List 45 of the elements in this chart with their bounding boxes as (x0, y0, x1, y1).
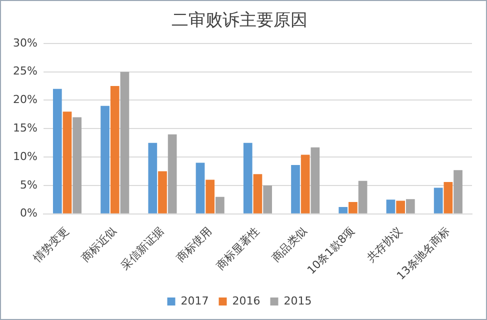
bar (100, 106, 110, 214)
x-tick-label: 商标显著性 (214, 224, 262, 273)
bar (168, 134, 177, 214)
x-tick-label: 情势变更 (30, 224, 72, 266)
bar (253, 174, 262, 214)
bar (396, 200, 406, 214)
bar (243, 142, 252, 214)
bar (52, 88, 62, 214)
x-tick-label: 采信新证据 (118, 224, 167, 273)
bar (386, 200, 396, 214)
bar (338, 207, 348, 214)
y-tick-label: 30% (12, 36, 38, 50)
bar (291, 165, 300, 214)
bar (120, 72, 130, 214)
bar (358, 180, 368, 214)
x-tick-label: 商标使用 (174, 224, 214, 265)
bar (263, 185, 272, 214)
x-tick-label: 共存协议 (364, 224, 405, 265)
bar (406, 199, 415, 214)
y-tick-label: 15% (12, 122, 38, 134)
legend-label: 2015 (284, 294, 312, 308)
bar (158, 171, 167, 214)
bar (206, 180, 215, 214)
bar (110, 86, 120, 214)
bar (216, 196, 224, 214)
legend-label: 2017 (180, 294, 209, 308)
bar (148, 142, 158, 214)
x-tick-label: 商标近似 (78, 224, 120, 265)
chart-title: 二审败诉主要原因 (172, 10, 308, 31)
y-tick-label: 20% (12, 93, 38, 106)
y-tick-label: 25% (12, 64, 38, 78)
x-tick-label: 商品类似 (269, 224, 310, 265)
y-tick-label: 0% (20, 206, 38, 220)
bar (62, 112, 72, 214)
bar (196, 162, 205, 214)
bar (434, 188, 443, 214)
bar (454, 170, 462, 214)
bar (72, 117, 82, 214)
bar (300, 154, 310, 214)
bar (310, 147, 320, 214)
y-tick-label: 10% (12, 150, 38, 163)
y-tick-label: 5% (20, 178, 38, 192)
bar (444, 182, 453, 214)
bar (348, 202, 358, 214)
legend-label: 2016 (232, 294, 260, 308)
